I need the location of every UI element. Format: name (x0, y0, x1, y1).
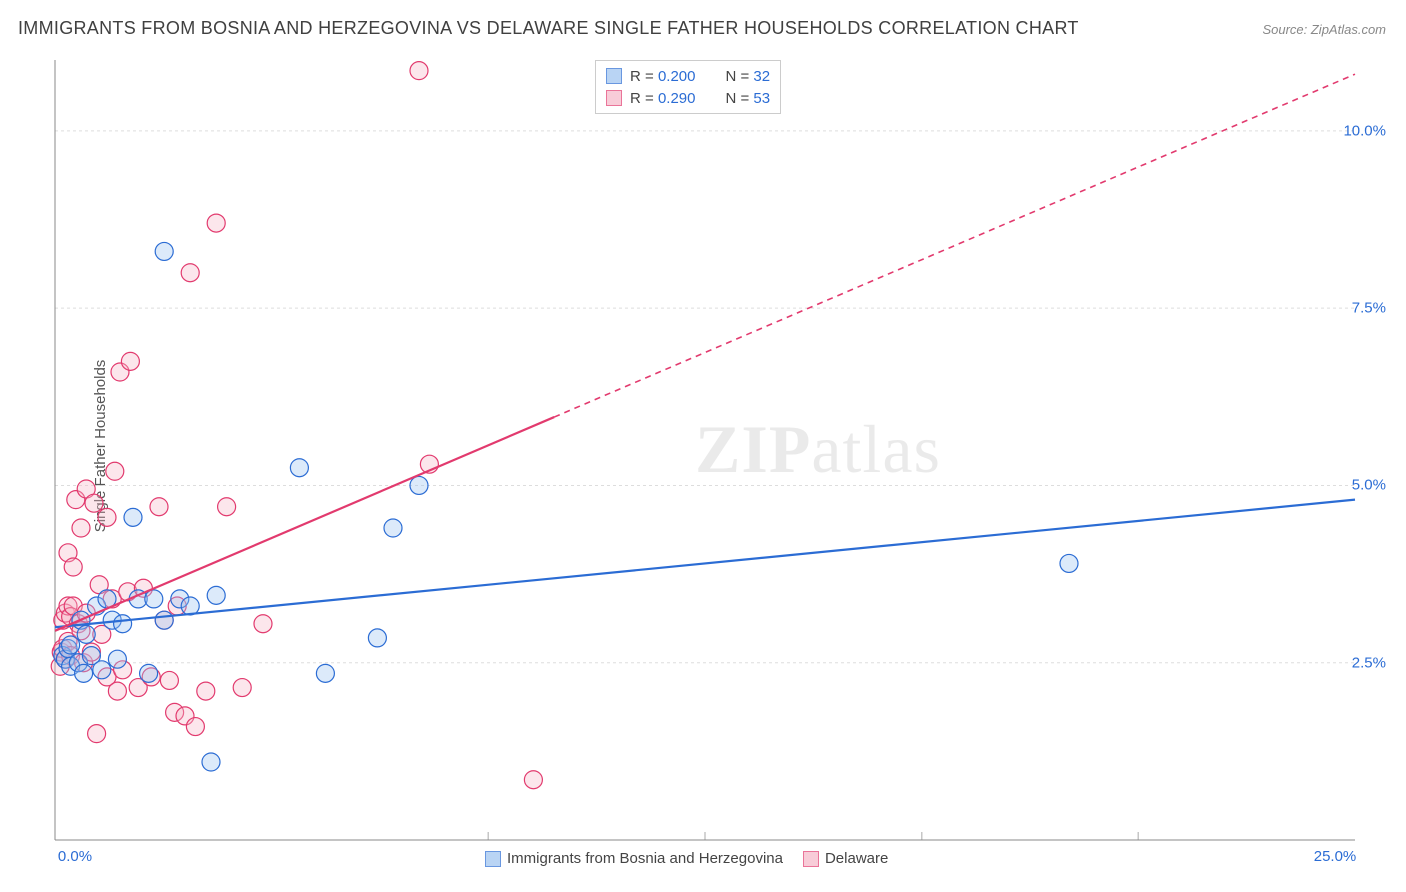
legend-series-item: Delaware (803, 850, 888, 867)
legend-row: R = 0.200 N = 32 (606, 65, 770, 87)
legend-r-label: R = 0.290 (630, 90, 695, 107)
source-attribution: Source: ZipAtlas.com (1262, 22, 1386, 37)
x-tick-label: 0.0% (58, 848, 92, 865)
scatter-plot: ZIPatlas R = 0.200N = 32R = 0.290N = 53 … (55, 60, 1355, 840)
legend-swatch (485, 851, 501, 867)
legend-swatch (803, 851, 819, 867)
legend-series-label: Immigrants from Bosnia and Herzegovina (507, 850, 783, 867)
legend-series-item: Immigrants from Bosnia and Herzegovina (485, 850, 783, 867)
chart-title: IMMIGRANTS FROM BOSNIA AND HERZEGOVINA V… (18, 18, 1079, 39)
y-tick-label: 7.5% (1352, 300, 1386, 317)
plot-svg (55, 60, 1355, 840)
y-tick-label: 5.0% (1352, 477, 1386, 494)
legend-n-label: N = 53 (725, 90, 770, 107)
y-tick-label: 2.5% (1352, 654, 1386, 671)
x-tick-label: 25.0% (1314, 848, 1357, 865)
legend-correlation: R = 0.200 N = 32 R = 0.290 N = 53 (595, 60, 781, 114)
legend-swatch (606, 90, 622, 106)
legend-series-label: Delaware (825, 850, 888, 867)
legend-swatch (606, 68, 622, 84)
legend-series: Immigrants from Bosnia and Herzegovina De… (485, 850, 888, 867)
y-tick-label: 10.0% (1343, 122, 1386, 139)
legend-row: R = 0.290 N = 53 (606, 87, 770, 109)
legend-n-label: N = 32 (725, 68, 770, 85)
legend-r-label: R = 0.200 (630, 68, 695, 85)
